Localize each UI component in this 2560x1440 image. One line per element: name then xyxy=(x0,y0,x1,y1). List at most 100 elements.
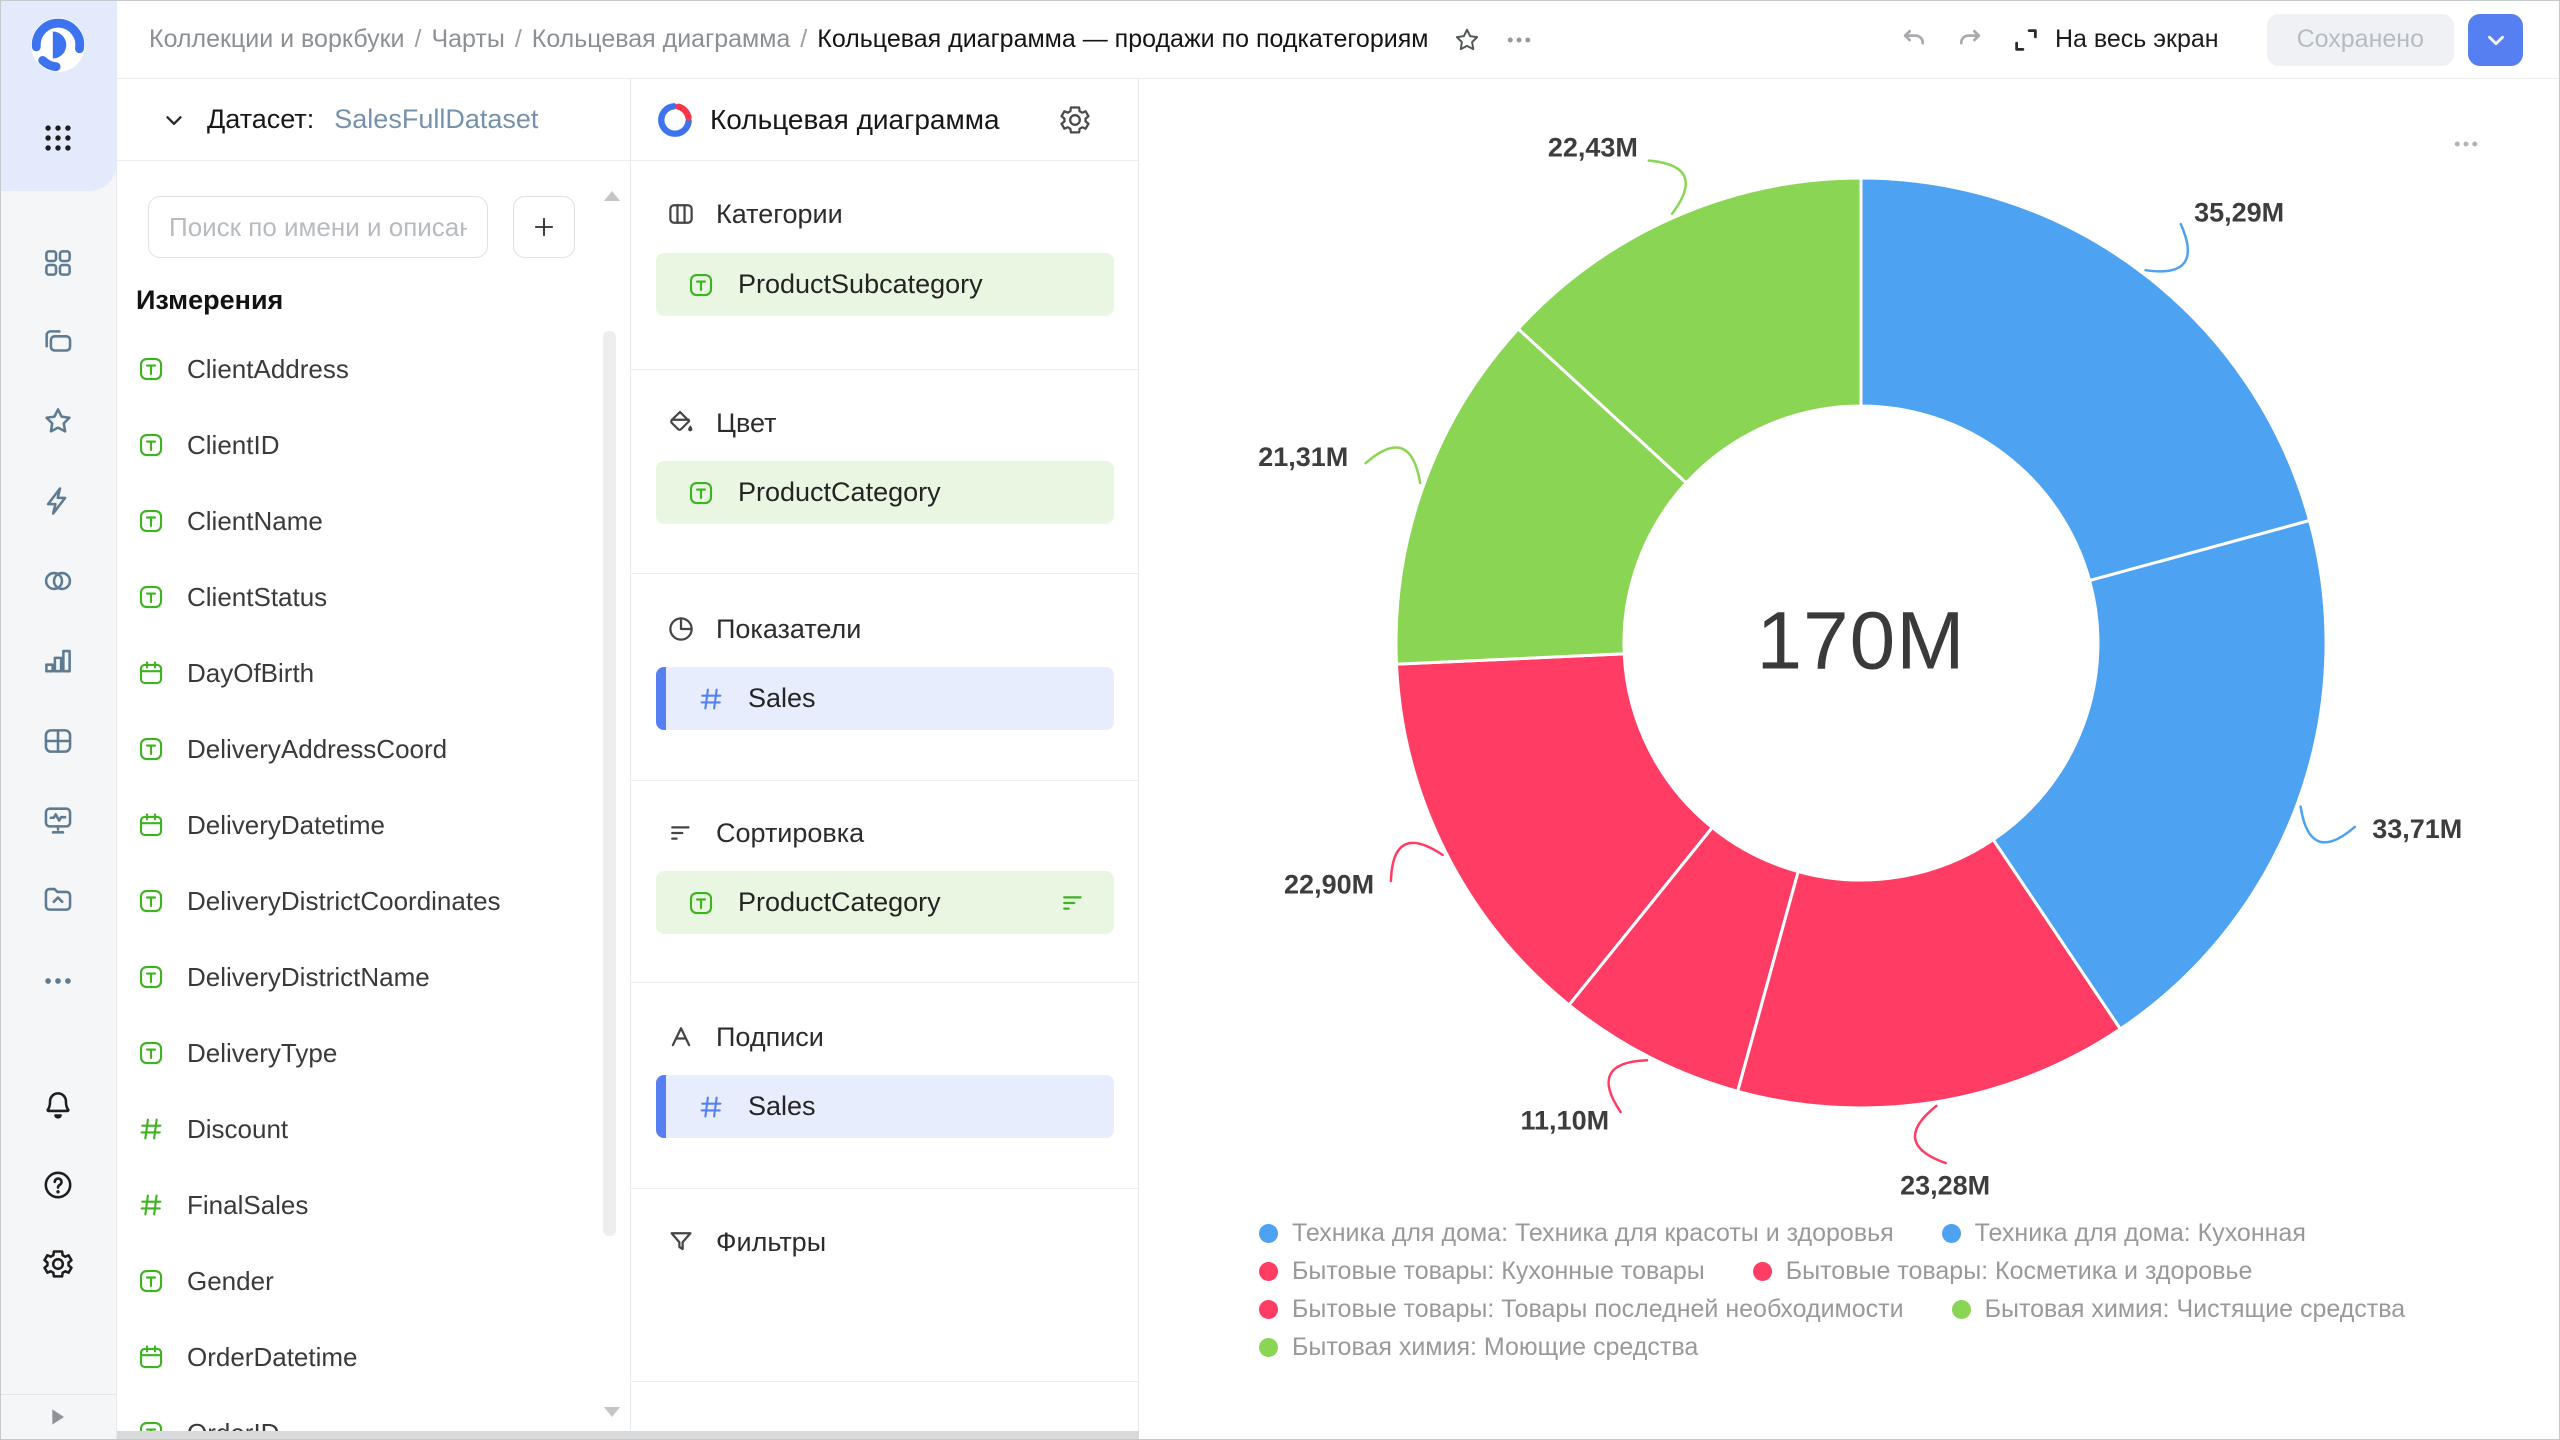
field-row-deliveryaddresscoord[interactable]: DeliveryAddressCoord xyxy=(117,711,597,787)
breadcrumb-chart-folder[interactable]: Кольцевая диаграмма xyxy=(532,25,791,54)
field-row-deliverydistrictcoordinates[interactable]: DeliveryDistrictCoordinates xyxy=(117,863,597,939)
favorite-star-icon[interactable] xyxy=(1452,25,1482,55)
apps-grid-icon[interactable] xyxy=(41,121,75,155)
slice-leader-line xyxy=(2301,807,2355,843)
fullscreen-label[interactable]: На весь экран xyxy=(2055,25,2219,54)
chart-preview-panel: 35,29M33,71M23,28M11,10M22,90M21,31M22,4… xyxy=(1139,79,2560,1440)
pill-productsubcategory[interactable]: ProductSubcategory xyxy=(656,253,1114,316)
field-row-orderdatetime[interactable]: OrderDatetime xyxy=(117,1319,597,1395)
charts-bar-icon[interactable] xyxy=(41,644,75,678)
chart-settings-gear-icon[interactable] xyxy=(1058,103,1092,137)
more-ellipsis-icon[interactable] xyxy=(1504,25,1534,55)
donut-chart-type-icon[interactable] xyxy=(656,101,694,139)
field-row-finalsales[interactable]: FinalSales xyxy=(117,1167,597,1243)
field-name: ClientStatus xyxy=(187,582,327,613)
fullscreen-expand-icon[interactable] xyxy=(2011,25,2041,55)
section-divider xyxy=(631,369,1138,370)
sort-direction-icon[interactable] xyxy=(1058,888,1088,918)
top-bar: Коллекции и воркбуки / Чарты / Кольцевая… xyxy=(117,1,2560,79)
help-icon[interactable] xyxy=(41,1168,75,1202)
pill-field-name: Sales xyxy=(748,683,816,714)
workbooks-folders-icon[interactable] xyxy=(41,325,75,359)
number-field-icon xyxy=(136,1190,166,1220)
date-field-icon xyxy=(136,1342,166,1372)
page-title: Кольцевая диаграмма — продажи по подкате… xyxy=(817,25,1428,54)
legend-item[interactable]: Бытовые товары: Кухонные товары xyxy=(1259,1257,1705,1286)
dataset-header: Датасет: SalesFullDataset xyxy=(117,79,630,161)
field-row-deliverydatetime[interactable]: DeliveryDatetime xyxy=(117,787,597,863)
field-row-dayofbirth[interactable]: DayOfBirth xyxy=(117,635,597,711)
saved-button[interactable]: Сохранено xyxy=(2267,14,2454,66)
field-row-discount[interactable]: Discount xyxy=(117,1091,597,1167)
chevron-down-icon xyxy=(2483,27,2509,53)
field-row-clientid[interactable]: ClientID xyxy=(117,407,597,483)
dataset-collapse-chevron-icon[interactable] xyxy=(161,107,187,133)
measures-pie-icon xyxy=(666,614,696,644)
scroll-down-arrow[interactable] xyxy=(604,1407,620,1417)
search-input[interactable] xyxy=(148,196,488,258)
legend-item[interactable]: Бытовые товары: Косметика и здоровье xyxy=(1753,1257,2253,1286)
redo-icon[interactable] xyxy=(1955,25,1985,55)
legend-item[interactable]: Техника для дома: Техника для красоты и … xyxy=(1259,1219,1894,1248)
save-menu-button[interactable] xyxy=(2468,14,2523,66)
editor-bolt-icon[interactable] xyxy=(41,484,75,518)
monitoring-icon[interactable] xyxy=(41,803,75,837)
legend-dot-icon xyxy=(1259,1262,1278,1281)
pill-sales[interactable]: Sales xyxy=(656,1075,1114,1138)
more-ellipsis-icon[interactable] xyxy=(41,964,75,998)
field-row-deliverydistrictname[interactable]: DeliveryDistrictName xyxy=(117,939,597,1015)
section-header-5: Подписи xyxy=(666,1017,824,1057)
legend-item[interactable]: Бытовая химия: Чистящие средства xyxy=(1952,1295,2406,1324)
section-header-3: Показатели xyxy=(666,609,861,649)
section-header-4: Сортировка xyxy=(666,813,864,853)
field-row-clientstatus[interactable]: ClientStatus xyxy=(117,559,597,635)
expand-rail-play-icon[interactable] xyxy=(43,1403,71,1431)
field-row-deliverytype[interactable]: DeliveryType xyxy=(117,1015,597,1091)
slice-value-label: 23,28M xyxy=(1900,1170,1990,1200)
legend-label: Бытовые товары: Кухонные товары xyxy=(1292,1257,1705,1286)
undo-icon[interactable] xyxy=(1899,25,1929,55)
field-name: DeliveryType xyxy=(187,1038,337,1069)
breadcrumb-separator: / xyxy=(415,25,422,54)
field-row-clientaddress[interactable]: ClientAddress xyxy=(117,331,597,407)
section-label: Фильтры xyxy=(716,1227,826,1258)
legend-row: Бытовые товары: Кухонные товары Бытовые т… xyxy=(1259,1257,2549,1286)
field-row-gender[interactable]: Gender xyxy=(117,1243,597,1319)
scrollbar-thumb[interactable] xyxy=(603,331,616,1236)
dashboards-table-icon[interactable] xyxy=(41,724,75,758)
chart-config-panel: Кольцевая диаграмма КатегорииProductSubc… xyxy=(631,79,1139,1440)
legend-dot-icon xyxy=(1753,1262,1772,1281)
favorites-star-icon[interactable] xyxy=(41,404,75,438)
legend-dot-icon xyxy=(1259,1224,1278,1243)
scroll-up-arrow[interactable] xyxy=(604,191,620,201)
settings-gear-icon[interactable] xyxy=(41,1247,75,1281)
legend-item[interactable]: Техника для дома: Кухонная xyxy=(1942,1219,2306,1248)
pill-productcategory[interactable]: ProductCategory xyxy=(656,461,1114,524)
legend-dot-icon xyxy=(1952,1300,1971,1319)
add-field-button[interactable] xyxy=(513,196,575,258)
legend-item[interactable]: Бытовая химия: Моющие средства xyxy=(1259,1333,1698,1362)
section-divider xyxy=(631,573,1138,574)
text-field-icon xyxy=(136,506,166,536)
donut-slice[interactable] xyxy=(1861,178,2310,581)
legend-item[interactable]: Бытовые товары: Товары последней необход… xyxy=(1259,1295,1904,1324)
field-name: DeliveryAddressCoord xyxy=(187,734,447,765)
pill-sales[interactable]: Sales xyxy=(656,667,1114,730)
datalens-logo-icon[interactable] xyxy=(30,17,86,73)
horizontal-scrollbar[interactable] xyxy=(117,1431,1139,1440)
dataset-name-link[interactable]: SalesFullDataset xyxy=(334,104,538,135)
dataset-label: Датасет: xyxy=(207,104,314,135)
pill-productcategory[interactable]: ProductCategory xyxy=(656,871,1114,934)
notifications-bell-icon[interactable] xyxy=(41,1088,75,1122)
breadcrumb-collections[interactable]: Коллекции и воркбуки xyxy=(149,25,405,54)
breadcrumb-charts[interactable]: Чарты xyxy=(431,25,504,54)
connections-icon[interactable] xyxy=(41,564,75,598)
slice-leader-line xyxy=(2146,224,2188,271)
legend-label: Техника для дома: Техника для красоты и … xyxy=(1292,1219,1894,1248)
storage-folder-icon[interactable] xyxy=(41,882,75,916)
field-row-clientname[interactable]: ClientName xyxy=(117,483,597,559)
date-field-icon xyxy=(136,810,166,840)
slice-value-label: 33,71M xyxy=(2372,814,2462,844)
plus-icon xyxy=(530,213,558,241)
collections-grid-icon[interactable] xyxy=(41,246,75,280)
